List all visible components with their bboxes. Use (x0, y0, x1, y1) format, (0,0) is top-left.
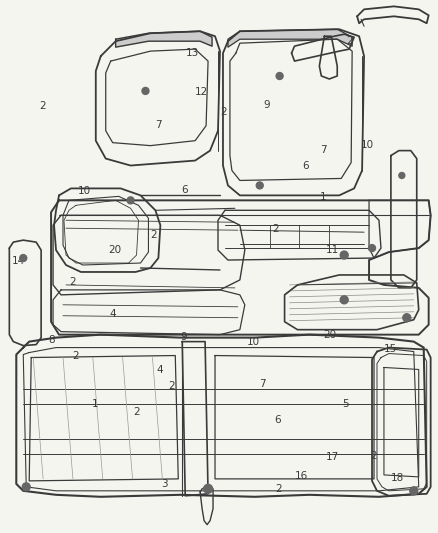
Text: 10: 10 (360, 140, 374, 150)
Text: 5: 5 (342, 399, 349, 409)
Text: 4: 4 (157, 365, 163, 375)
Text: 17: 17 (325, 453, 339, 463)
Text: 2: 2 (39, 101, 46, 111)
Circle shape (340, 296, 348, 304)
Text: 11: 11 (325, 245, 339, 255)
Text: 1: 1 (92, 399, 98, 409)
Polygon shape (228, 29, 352, 47)
Text: 2: 2 (168, 381, 174, 391)
Circle shape (127, 197, 134, 204)
Text: 13: 13 (186, 48, 200, 58)
Text: 6: 6 (303, 161, 309, 171)
Text: 15: 15 (384, 344, 398, 354)
Text: 2: 2 (346, 36, 353, 46)
Circle shape (142, 87, 149, 94)
Text: 16: 16 (295, 471, 308, 481)
Text: 10: 10 (78, 186, 91, 196)
Text: 20: 20 (108, 245, 121, 255)
Text: 10: 10 (247, 337, 260, 348)
Text: 14: 14 (12, 256, 25, 266)
Polygon shape (116, 31, 212, 47)
Text: 12: 12 (195, 86, 208, 96)
Circle shape (403, 314, 411, 322)
Text: 1: 1 (320, 191, 327, 201)
Circle shape (399, 173, 405, 179)
Text: 8: 8 (48, 335, 55, 345)
Text: 2: 2 (272, 224, 279, 235)
Text: 2: 2 (133, 407, 140, 417)
Circle shape (22, 483, 30, 491)
Text: 7: 7 (155, 120, 161, 130)
Circle shape (276, 72, 283, 79)
Text: 2: 2 (72, 351, 79, 361)
Text: 2: 2 (370, 451, 377, 462)
Text: 2: 2 (69, 277, 76, 287)
Circle shape (256, 182, 263, 189)
Circle shape (410, 487, 418, 495)
Circle shape (340, 251, 348, 259)
Text: 20: 20 (323, 330, 336, 341)
Circle shape (20, 255, 27, 262)
Text: 7: 7 (320, 145, 327, 155)
Text: 18: 18 (391, 473, 404, 482)
Text: 7: 7 (259, 379, 266, 389)
Text: 3: 3 (161, 479, 168, 489)
Text: 2: 2 (276, 484, 283, 494)
Text: 9: 9 (264, 100, 270, 110)
Text: 9: 9 (181, 332, 187, 342)
Text: 2: 2 (150, 230, 157, 240)
Text: 6: 6 (275, 415, 281, 425)
Text: 2: 2 (220, 107, 226, 117)
Circle shape (204, 484, 212, 494)
Text: 4: 4 (109, 309, 116, 319)
Text: 6: 6 (181, 184, 187, 195)
Circle shape (368, 245, 375, 252)
